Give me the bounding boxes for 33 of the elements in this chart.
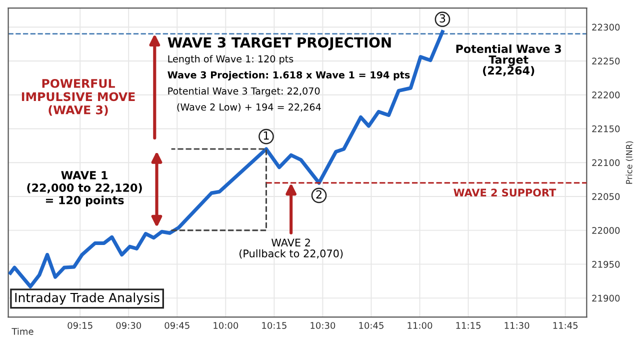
x-axis-title: Time bbox=[12, 328, 34, 335]
x-tick-label: 09:15 bbox=[68, 322, 92, 329]
x-tick-label: 11:15 bbox=[456, 322, 480, 329]
annotation: WAVE 1 (22,000 to 22,120) = 120 points bbox=[27, 171, 142, 206]
annotation: WAVE 2 (Pullback to 22,070) bbox=[240, 238, 343, 259]
annotation: Potential Wave 3 Target (22,264) bbox=[456, 44, 561, 76]
x-tick-label: 11:00 bbox=[408, 322, 432, 329]
x-tick-label: 10:30 bbox=[310, 322, 336, 329]
annotation: 2 bbox=[316, 190, 322, 198]
y-tick-label: 22050 bbox=[592, 193, 620, 200]
x-tick-label: 11:30 bbox=[504, 322, 530, 329]
y-tick-label: 22250 bbox=[592, 58, 620, 65]
line-series bbox=[8, 30, 444, 288]
x-tick-label: 10:45 bbox=[359, 322, 384, 329]
x-tick-label: 09:45 bbox=[164, 322, 190, 329]
annotation: WAVE 3 TARGET PROJECTION Length of Wave 1: 120 pts Wave 3 Projection: 1.618 x Wave 1 = 194 pts Potential Wave 3 Target: 22,070 (Wave 2 Low) + 194 = 22,264 bbox=[168, 37, 410, 112]
y-tick-label: 21950 bbox=[592, 260, 620, 268]
y-axis-title: Price (INR) bbox=[626, 141, 634, 184]
y-tick-label: 22000 bbox=[592, 227, 620, 234]
x-tick-label: 10:15 bbox=[262, 322, 286, 329]
x-tick-label: 11:45 bbox=[553, 322, 578, 329]
y-tick-label: 22150 bbox=[592, 125, 620, 132]
y-tick-label: 21900 bbox=[592, 294, 620, 302]
annotation: POWERFUL IMPULSIVE MOVE (WAVE 3) bbox=[22, 78, 135, 116]
x-tick-label: 09:30 bbox=[116, 322, 142, 329]
x-tick-label: 10:00 bbox=[214, 322, 238, 329]
y-tick-label: 22100 bbox=[592, 159, 620, 166]
annotation: 1 bbox=[264, 131, 269, 140]
series-label: WAVE 2 SUPPORT bbox=[454, 188, 556, 197]
text: Intraday Trade Analysis bbox=[15, 292, 160, 305]
y-tick-label: 22300 bbox=[592, 24, 620, 31]
y-tick-label: 22200 bbox=[592, 92, 620, 98]
annotation: 3 bbox=[440, 14, 446, 23]
